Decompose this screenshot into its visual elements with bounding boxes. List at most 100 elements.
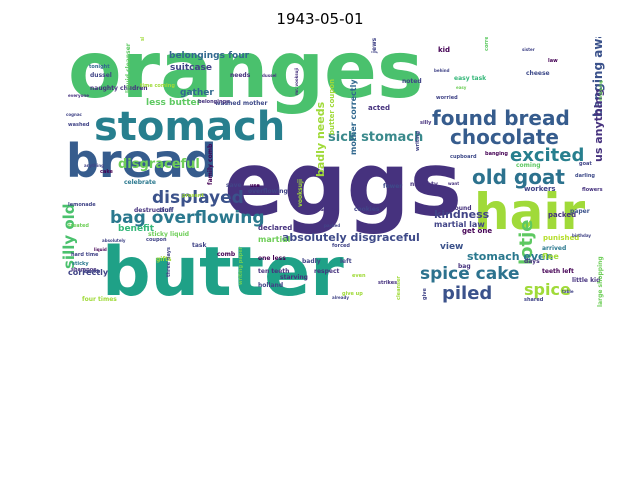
cloud-word: use	[250, 183, 261, 189]
cloud-word: anything	[84, 163, 104, 168]
cloud-word: mother correctly	[349, 79, 358, 155]
cloud-word: dussel	[90, 72, 112, 79]
cloud-word: destruction	[134, 207, 173, 214]
cloud-word: chocolate	[450, 125, 559, 149]
cloud-word: washed mother	[215, 100, 267, 107]
cloud-word: sticky liquid	[148, 231, 189, 238]
cloud-word: cognac	[66, 112, 83, 117]
cloud-word: comb	[217, 251, 236, 258]
cloud-word: sticky	[72, 261, 89, 267]
cloud-word: correctly	[68, 268, 109, 277]
cloud-word: paper	[570, 208, 590, 215]
cloud-word: banging away	[591, 37, 605, 117]
cloud-word: absolutely disgraceful	[282, 231, 420, 244]
cloud-word: get one	[462, 227, 492, 235]
cloud-word: hard time	[71, 252, 99, 258]
cloud-word: flowers	[582, 187, 603, 193]
cloud-word: badly needs	[314, 101, 327, 177]
cloud-word: liquid cleanser	[125, 43, 132, 93]
cloud-word: stuff	[158, 207, 174, 214]
cloud-word: martial law	[434, 220, 485, 229]
cloud-word: cheese	[526, 70, 550, 77]
cloud-word: overflowing	[248, 188, 288, 195]
cloud-word: sick stomach	[328, 130, 423, 145]
cloud-word: martial	[258, 235, 291, 244]
cloud-word: benefit	[118, 224, 155, 234]
cloud-word: coming	[516, 162, 541, 169]
cloud-word: law	[548, 58, 558, 64]
cloud-word: arrived	[542, 245, 566, 252]
cloud-word: lotje	[516, 219, 537, 265]
cloud-word: even	[352, 273, 366, 279]
cloud-word: save	[226, 182, 242, 189]
cloud-word: naughty children	[90, 85, 148, 92]
cloud-word: banging	[485, 151, 508, 157]
cloud-word: already	[332, 295, 349, 300]
cloud-word: shampoo	[71, 267, 97, 273]
cloud-word: dussel	[262, 73, 277, 78]
cloud-word: backs	[84, 269, 100, 275]
cloud-word: writing paper	[238, 246, 244, 285]
cloud-word: belongings four	[169, 51, 250, 61]
cloud-word: worried	[436, 95, 458, 101]
cloud-word: cake	[100, 169, 114, 175]
cloud-word: butter	[102, 233, 344, 310]
cloud-word: oranges	[68, 37, 423, 116]
cloud-word: badly	[302, 258, 321, 265]
cloud-word: displayed	[152, 188, 244, 208]
cloud-word: liquid	[94, 247, 107, 252]
cloud-word: packed	[548, 211, 576, 219]
cloud-word: shared	[524, 297, 544, 303]
cloud-word: found bread	[432, 106, 570, 130]
cloud-word: cookies	[354, 206, 380, 213]
cloud-word: spice cake	[420, 264, 520, 284]
cloud-word: birthday	[572, 233, 591, 238]
cloud-word: one less	[258, 255, 286, 262]
cloud-word: teeth left	[542, 268, 574, 275]
cloud-word: stomach even	[467, 250, 553, 263]
cloud-word: cleanser	[396, 276, 402, 300]
cloud-word: three days	[166, 247, 172, 277]
cloud-word: shopping bag	[140, 37, 146, 41]
cloud-word: holland	[258, 282, 283, 289]
cloud-word: gifts	[156, 256, 172, 263]
cloud-word: bag overflowing	[110, 208, 265, 228]
cloud-word: ten teeth	[258, 268, 289, 275]
cloud-word: family comb	[207, 143, 214, 185]
cloud-word: declared	[258, 224, 292, 232]
cloud-word: punished	[543, 234, 579, 242]
cloud-word: goat	[579, 161, 592, 167]
cloud-word: vooksuji	[297, 179, 304, 207]
cloud-word: left	[340, 258, 352, 265]
cloud-word: coupon	[146, 237, 167, 243]
cloud-word: bread	[66, 134, 217, 188]
cloud-word: stomach	[94, 104, 285, 150]
cloud-word: acted	[368, 104, 390, 112]
page-title: 1943-05-01	[276, 10, 364, 28]
cloud-word: belongings	[198, 99, 229, 105]
cloud-word: less butter	[146, 98, 202, 108]
cloud-word: kindness	[434, 208, 490, 221]
cloud-word: flee	[542, 252, 559, 261]
cloud-word: correctly noted	[484, 37, 490, 51]
cloud-word: absolutely	[102, 238, 126, 243]
cloud-word: tonight	[89, 64, 110, 70]
cloud-word: jews	[371, 37, 378, 54]
cloud-word: us anything	[592, 89, 605, 162]
cloud-word: old goat	[472, 165, 565, 189]
cloud-word: fewer	[383, 183, 402, 190]
cloud-word: needs	[230, 72, 251, 79]
cloud-word: present	[182, 193, 204, 199]
cloud-word: bag	[458, 263, 471, 270]
cloud-word: besides	[312, 206, 338, 213]
cloud-word: naughty	[410, 181, 438, 188]
cloud-word: celebrate	[124, 179, 156, 186]
cloud-word: starving	[280, 274, 308, 281]
cloud-word: sister	[522, 47, 535, 52]
cloud-word: treated	[68, 223, 89, 229]
cloud-word: darling	[575, 173, 595, 179]
cloud-word: large shopping	[597, 256, 604, 307]
cloud-word: suitcase	[170, 63, 212, 73]
cloud-word: found	[452, 205, 472, 212]
cloud-word: mr. vooksuji	[294, 67, 299, 95]
